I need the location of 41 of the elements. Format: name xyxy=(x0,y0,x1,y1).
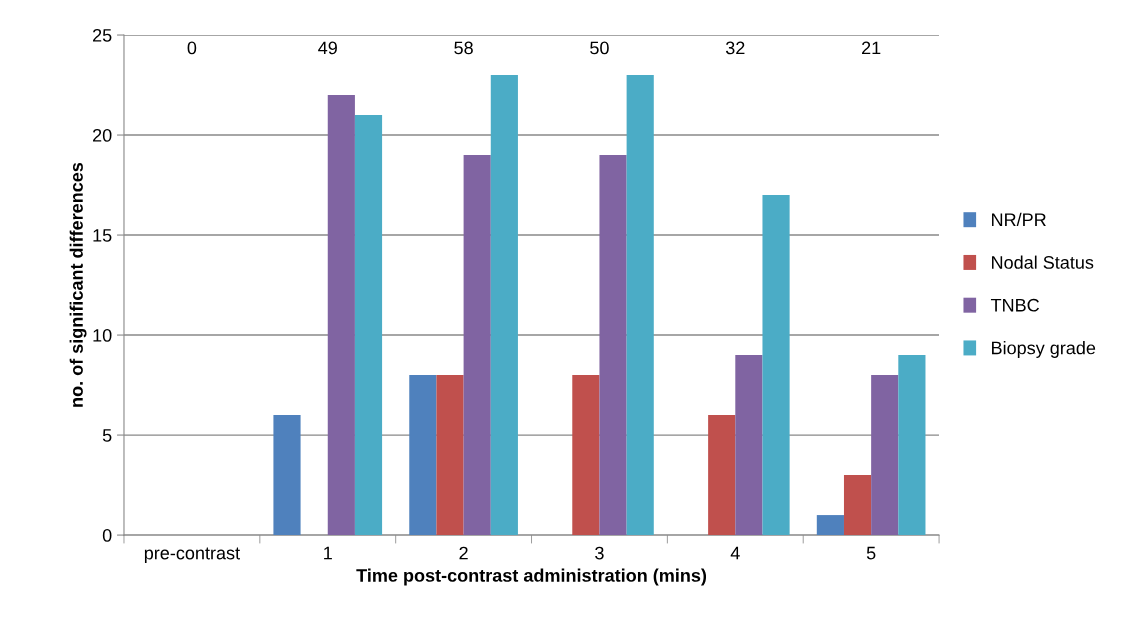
bar xyxy=(327,95,355,536)
bar xyxy=(898,355,926,536)
bar xyxy=(599,155,627,536)
bar xyxy=(708,415,736,536)
annotation: 50 xyxy=(590,41,609,55)
y-axis-title: no. of significant differences xyxy=(69,162,87,407)
legend-label: Nodal Status xyxy=(992,255,1094,269)
annotation: 32 xyxy=(725,41,745,55)
annotation: 49 xyxy=(318,41,337,55)
y-tick-label: 15 xyxy=(93,229,112,242)
bar xyxy=(273,415,301,536)
annotation: 0 xyxy=(187,41,197,55)
bar xyxy=(409,375,437,536)
bar xyxy=(816,515,844,536)
y-tick-label: 0 xyxy=(102,529,112,542)
legend-label: TNBC xyxy=(990,298,1040,312)
bar xyxy=(463,155,491,536)
bar xyxy=(871,375,899,536)
x-tick-label: 2 xyxy=(459,546,468,560)
y-tick-label: 5 xyxy=(102,429,112,442)
x-tick-label: 4 xyxy=(730,546,740,560)
annotation: 21 xyxy=(862,41,881,55)
annotation: 58 xyxy=(454,41,473,55)
bar xyxy=(626,75,654,536)
bar xyxy=(843,475,872,536)
bar xyxy=(490,75,518,536)
y-tick-label: 25 xyxy=(93,28,112,42)
x-tick-label: 3 xyxy=(595,546,604,560)
bar xyxy=(762,195,790,536)
bar xyxy=(436,375,464,536)
legend-label: NR/PR xyxy=(992,212,1046,227)
y-tick-label: 10 xyxy=(93,329,112,342)
legend-label: Biopsy grade xyxy=(992,341,1096,358)
bar xyxy=(354,115,383,536)
x-tick-label: pre-contrast xyxy=(144,547,240,564)
x-tick-label: 1 xyxy=(324,546,332,560)
x-tick-label: 5 xyxy=(866,546,876,560)
bar xyxy=(572,375,600,536)
x-axis-title: Time post-contrast administration (mins) xyxy=(356,568,707,586)
y-tick-label: 20 xyxy=(93,128,112,142)
bar xyxy=(735,355,763,536)
